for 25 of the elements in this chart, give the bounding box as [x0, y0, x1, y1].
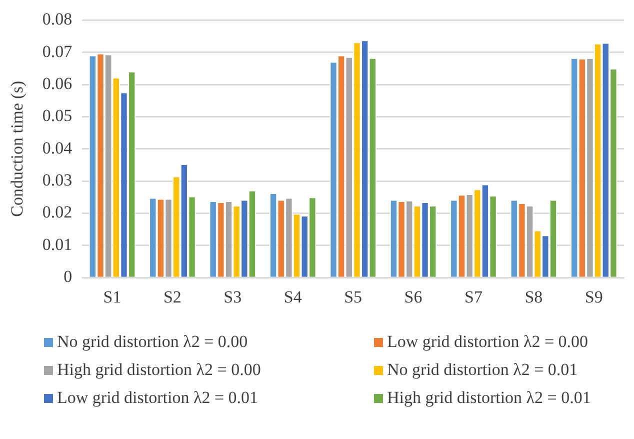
legend-label: Low grid distortion λ2 = 0.00: [387, 332, 588, 352]
legend-label: No grid distortion λ2 = 0.00: [57, 332, 248, 352]
x-tick-label: S2: [163, 287, 182, 306]
x-tick-label: S6: [404, 287, 422, 306]
y-tick-label: 0.02: [42, 202, 72, 222]
x-tick-label: S3: [224, 287, 242, 306]
y-tick-label: 0.03: [42, 170, 72, 190]
x-tick-label: S9: [584, 287, 603, 306]
y-tick-label: 0.01: [42, 234, 72, 254]
y-tick-label: 0.04: [42, 138, 73, 158]
x-tick-label: S5: [344, 287, 362, 306]
y-tick-label: 0: [64, 267, 72, 286]
x-tick-label: S1: [103, 287, 122, 306]
y-axis-title: Conduction time (s): [8, 80, 27, 217]
y-tick-label: 0.06: [42, 74, 72, 94]
x-tick-label: S4: [284, 287, 302, 306]
legend-label: High grid distortion λ2 = 0.00: [57, 360, 261, 380]
legend-label: Low grid distortion λ2 = 0.01: [57, 388, 258, 408]
legend-label: No grid distortion λ2 = 0.01: [387, 360, 578, 380]
x-tick-label: S8: [524, 287, 543, 306]
y-tick-label: 0.07: [42, 42, 73, 61]
y-tick-label: 0.08: [42, 10, 72, 29]
x-tick-label: S7: [464, 287, 483, 306]
legend-label: High grid distortion λ2 = 0.01: [387, 388, 591, 408]
y-tick-label: 0.05: [42, 106, 72, 126]
